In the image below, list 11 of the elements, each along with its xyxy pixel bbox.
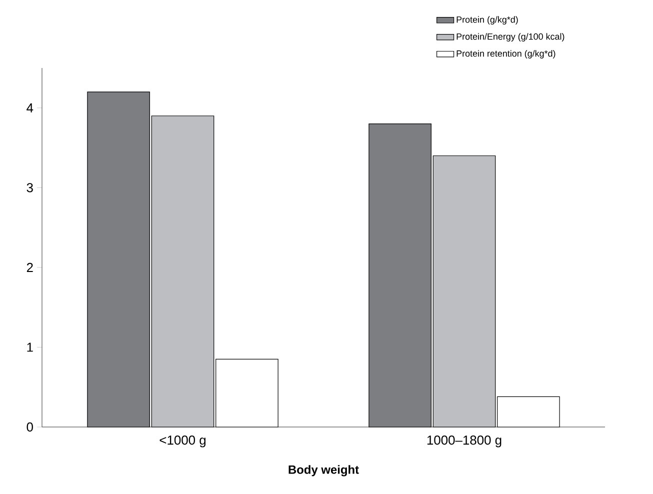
legend-label: Protein/Energy (g/100 kcal)	[456, 33, 564, 42]
y-tick-label: 2	[26, 262, 33, 272]
y-tick-label: 3	[26, 183, 33, 192]
y-tick-label: 1	[27, 342, 33, 352]
y-tick-label: 0	[26, 422, 33, 432]
x-axis-title: Body weight	[288, 465, 359, 476]
y-tick-label: 4	[26, 103, 34, 112]
x-tick-label: 1000–1800 g	[427, 436, 502, 448]
legend-label: Protein (g/kg*d)	[456, 16, 518, 25]
legend-label: Protein retention (g/kg*d)	[456, 50, 556, 58]
x-tick-label: <1000 g	[160, 436, 206, 448]
